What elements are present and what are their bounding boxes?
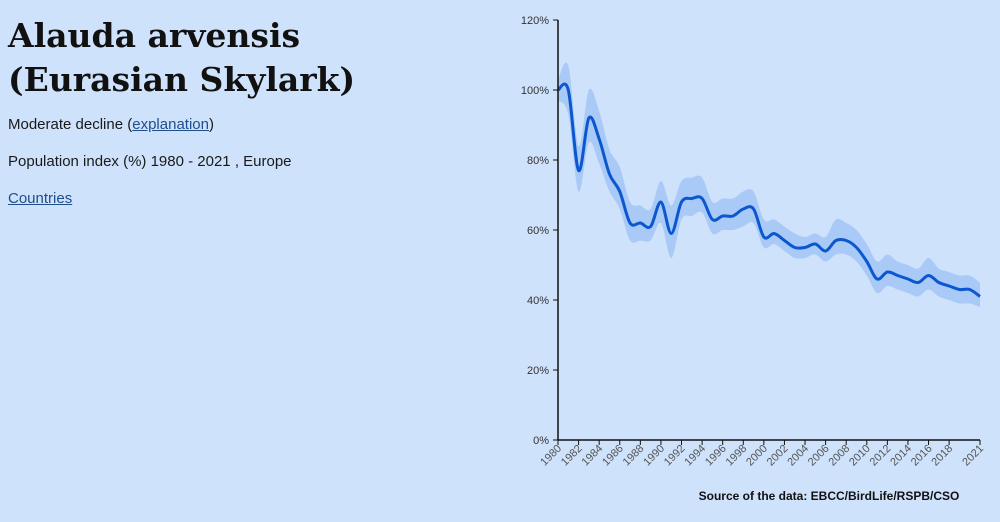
close-paren: ) xyxy=(208,116,214,133)
species-latin-name: Alauda arvensis xyxy=(8,16,301,55)
trend-status: Moderate decline (explanation) xyxy=(8,116,488,133)
x-tick-label: 1988 xyxy=(621,443,647,469)
x-tick-label: 1990 xyxy=(641,443,667,469)
population-chart: 0% 20% 40% 60% 80% 100% 120% 1980 1982 1984 1986 19… xyxy=(500,0,1000,522)
x-tick-label: 2008 xyxy=(827,443,853,469)
x-tick-label: 1984 xyxy=(579,443,605,469)
x-tick-label: 1986 xyxy=(600,443,626,469)
y-tick-label: 120% xyxy=(521,15,549,27)
x-tick-label: 2016 xyxy=(909,443,935,469)
y-tick-label: 60% xyxy=(527,225,549,237)
x-tick-label: 1992 xyxy=(662,443,688,469)
x-tick-label: 2002 xyxy=(765,443,791,469)
x-tick-label: 2000 xyxy=(744,443,770,469)
population-index-subtitle: Population index (%) 1980 - 2021 , Europ… xyxy=(8,153,292,170)
x-tick-label: 2021 xyxy=(960,443,986,469)
species-title: Alauda arvensis (Eurasian Skylark) xyxy=(8,14,488,102)
y-tick-label: 100% xyxy=(521,85,549,97)
y-tick-label: 20% xyxy=(527,365,549,377)
x-tick-label: 2018 xyxy=(929,443,955,469)
x-tick-label: 2010 xyxy=(847,443,873,469)
species-panel: Alauda arvensis (Eurasian Skylark) Moder… xyxy=(8,14,488,207)
x-tick-label: 2014 xyxy=(888,443,914,469)
x-tick-label: 1994 xyxy=(682,443,708,469)
y-tick-label: 0% xyxy=(533,435,549,447)
y-tick-label: 80% xyxy=(527,155,549,167)
x-tick-label: 1996 xyxy=(703,443,729,469)
confidence-band xyxy=(558,62,980,308)
explanation-link[interactable]: explanation xyxy=(132,116,209,133)
trend-label: Moderate decline xyxy=(8,116,124,133)
y-tick-label: 40% xyxy=(527,295,549,307)
x-tick-label: 2012 xyxy=(868,443,894,469)
x-tick-label: 2004 xyxy=(785,443,811,469)
species-common-name: (Eurasian Skylark) xyxy=(8,60,356,99)
x-tick-label: 2006 xyxy=(806,443,832,469)
data-source-caption: Source of the data: EBCC/BirdLife/RSPB/C… xyxy=(699,489,960,503)
chart-svg: 0%20%40%60%80%100%120%198019821984198619… xyxy=(521,15,986,503)
population-index-line xyxy=(557,82,981,298)
x-tick-label: 1982 xyxy=(559,443,585,469)
open-paren: ( xyxy=(127,116,133,133)
countries-link[interactable]: Countries xyxy=(8,190,73,207)
x-tick-label: 1998 xyxy=(724,443,750,469)
